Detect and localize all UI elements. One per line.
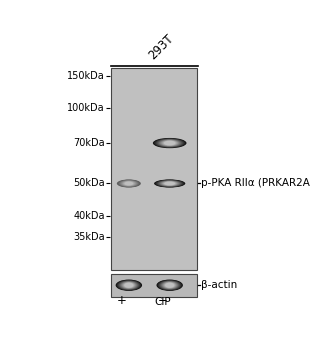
Text: +: + [117,294,126,307]
Text: 35kDa: 35kDa [73,232,105,243]
Ellipse shape [157,280,183,291]
Ellipse shape [157,139,183,147]
Ellipse shape [162,140,177,146]
Ellipse shape [161,181,179,186]
Text: CIP: CIP [154,297,171,307]
Ellipse shape [120,281,137,289]
Ellipse shape [116,280,142,291]
Text: 150kDa: 150kDa [67,71,105,81]
Ellipse shape [158,280,181,290]
Ellipse shape [155,139,184,148]
Ellipse shape [124,283,134,288]
Ellipse shape [158,139,182,147]
Ellipse shape [155,180,184,187]
Ellipse shape [122,181,136,186]
Ellipse shape [160,281,179,289]
Text: 40kDa: 40kDa [73,211,105,221]
Ellipse shape [163,282,176,288]
Ellipse shape [160,140,179,146]
Text: β-actin: β-actin [201,280,237,290]
Ellipse shape [154,180,185,188]
Ellipse shape [117,180,141,188]
Text: 100kDa: 100kDa [67,103,105,113]
Ellipse shape [119,180,138,187]
Ellipse shape [121,181,136,186]
Ellipse shape [164,141,175,145]
Ellipse shape [118,281,139,290]
Ellipse shape [157,180,182,187]
Text: −: − [157,294,167,307]
Ellipse shape [154,138,185,148]
Ellipse shape [159,140,180,147]
Ellipse shape [125,182,133,185]
Bar [111,274,197,297]
Ellipse shape [156,180,183,187]
Bar [111,68,197,270]
Ellipse shape [162,282,177,289]
Ellipse shape [164,182,175,185]
Ellipse shape [165,283,174,288]
Ellipse shape [162,140,178,146]
Ellipse shape [118,180,139,187]
Text: 293T: 293T [146,32,176,62]
Ellipse shape [162,181,177,186]
Text: 70kDa: 70kDa [73,138,105,148]
Text: p-PKA RIIα (PRKAR2A)-S99: p-PKA RIIα (PRKAR2A)-S99 [201,178,310,189]
Ellipse shape [161,281,178,289]
Ellipse shape [117,280,141,290]
Ellipse shape [117,280,140,290]
Ellipse shape [160,181,180,186]
Ellipse shape [163,181,176,186]
Ellipse shape [159,281,180,290]
Ellipse shape [121,282,136,289]
Ellipse shape [122,282,135,288]
Ellipse shape [159,181,181,187]
Text: 50kDa: 50kDa [73,178,105,189]
Ellipse shape [124,181,134,186]
Ellipse shape [118,180,140,187]
Ellipse shape [120,181,137,187]
Ellipse shape [164,282,175,288]
Ellipse shape [157,280,182,290]
Ellipse shape [123,181,135,186]
Ellipse shape [123,282,135,288]
Ellipse shape [119,281,138,289]
Ellipse shape [153,138,187,148]
